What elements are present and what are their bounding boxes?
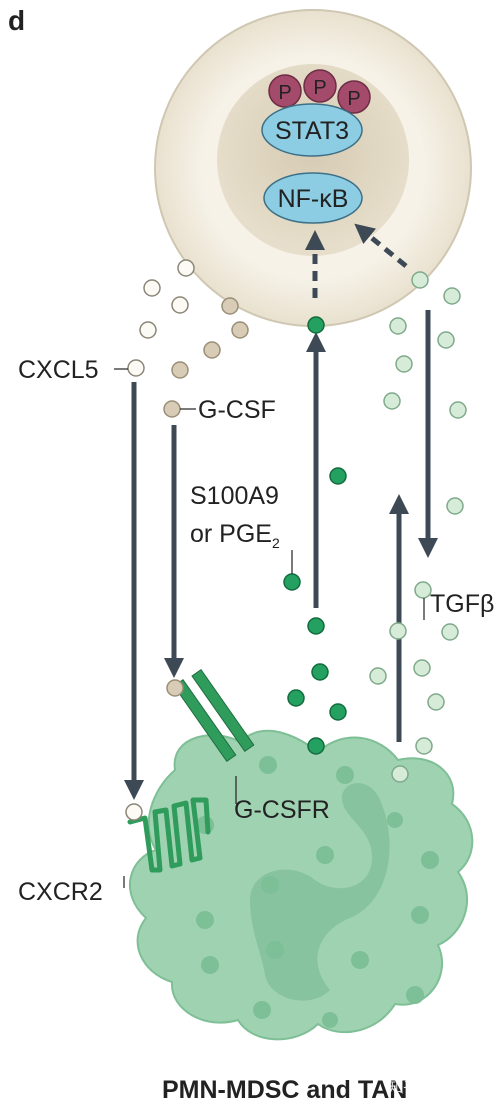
- s100a9-dot: [307, 737, 325, 755]
- pge2-subscript: 2: [272, 535, 280, 551]
- phospho-circle: [268, 74, 302, 108]
- s100a9-dot: [307, 617, 325, 635]
- cell-caption: PMN-MDSC and TAN: [162, 1076, 407, 1104]
- mdsc-granule: [336, 766, 354, 784]
- mdsc-cell: [129, 729, 474, 1041]
- mdsc-granule: [201, 956, 219, 974]
- mdsc-granule: [259, 756, 277, 774]
- tgfb-dot: [411, 271, 429, 289]
- pge2-label: or PGE2: [190, 520, 280, 551]
- mdsc-granule: [322, 1012, 338, 1028]
- mdsc-granule: [261, 876, 279, 894]
- tgfb-dot: [395, 355, 413, 373]
- cxcl5-dot: [143, 279, 161, 297]
- s100a9-dot: [329, 467, 347, 485]
- tgfb-dot: [413, 659, 431, 677]
- mdsc-granule: [421, 851, 439, 869]
- cxcl5-dot: [177, 259, 195, 277]
- phospho-circle: [303, 69, 337, 103]
- cxcl5-label: CXCL5: [18, 356, 99, 384]
- mdsc-granule: [316, 846, 334, 864]
- tgfb-dot: [446, 497, 464, 515]
- tgfb-dots: [369, 271, 467, 783]
- gcsf-dot: [221, 297, 239, 315]
- stat3-oval: [261, 103, 363, 157]
- tgfb-dot: [437, 331, 455, 349]
- gcsfr-label: G-CSFR: [234, 796, 330, 824]
- panel-label: d: [8, 5, 25, 36]
- gcsf-label: G-CSF: [198, 396, 276, 424]
- cxcl5-dot: [127, 359, 145, 377]
- mdsc-nucleus-lobes: [250, 783, 390, 1001]
- gcsf-dot: [231, 321, 249, 339]
- mdsc-granule: [411, 906, 429, 924]
- gcsfr-bar: [191, 668, 255, 753]
- cxcl5-dot: [139, 321, 157, 339]
- gcsf-dot: [203, 341, 221, 359]
- nfkb-oval: [263, 172, 363, 224]
- phospho-label: P: [313, 77, 326, 99]
- tgfb-label: TGFβ: [430, 590, 494, 618]
- s100a9-dot: [311, 663, 329, 681]
- gcsfr-receptor: [173, 668, 255, 763]
- tgfb-dot: [427, 693, 445, 711]
- mdsc-granule: [266, 941, 284, 959]
- tgfb-dot: [389, 317, 407, 335]
- s100a9-dot: [329, 703, 347, 721]
- mdsc-granule: [406, 986, 424, 1004]
- gcsf-dot: [163, 400, 181, 418]
- pge2-label-text: or PGE: [190, 520, 272, 548]
- tgfb-dot: [449, 401, 467, 419]
- gcsf-dots: [163, 297, 249, 697]
- cxcl5-dot: [125, 803, 143, 821]
- mdsc-granule: [351, 951, 369, 969]
- phospho-label: P: [347, 88, 360, 110]
- s100a9-dots: [283, 316, 347, 755]
- tgfb-dot: [389, 622, 407, 640]
- s100a9-dot: [283, 573, 301, 591]
- mdsc-granule: [196, 911, 214, 929]
- s100a9-dot: [287, 689, 305, 707]
- target-cell: P P P STAT3 NF-κB: [154, 9, 472, 327]
- watermark-text: 知乎 @懿菜: [388, 1079, 467, 1096]
- tgfb-dot: [391, 765, 409, 783]
- dashed-arrow-tgfb-to-nfkb: [354, 223, 408, 268]
- s100a9-label: S100A9: [190, 482, 279, 510]
- phospho-circle: [337, 80, 371, 114]
- cxcl5-dots: [125, 259, 195, 821]
- mdsc-granule: [253, 1001, 271, 1019]
- tgfb-dot: [369, 667, 387, 685]
- gcsf-dot: [171, 361, 189, 379]
- tgfb-dot: [415, 737, 433, 755]
- tgfb-dot: [443, 287, 461, 305]
- tgfb-dot: [414, 581, 432, 599]
- cxcl5-dot: [171, 296, 189, 314]
- phospho-group: P P P: [268, 69, 371, 114]
- mdsc-granule: [387, 812, 403, 828]
- s100a9-dot: [307, 316, 325, 334]
- nfkb-label: NF-κB: [278, 185, 349, 213]
- stat3-label: STAT3: [275, 117, 349, 145]
- cxcr2-receptor: [127, 797, 211, 873]
- cxcr2-label: CXCR2: [18, 878, 103, 906]
- tgfb-dot: [383, 392, 401, 410]
- tgfb-dot: [441, 623, 459, 641]
- gcsf-dot: [166, 679, 184, 697]
- phospho-label: P: [278, 82, 291, 104]
